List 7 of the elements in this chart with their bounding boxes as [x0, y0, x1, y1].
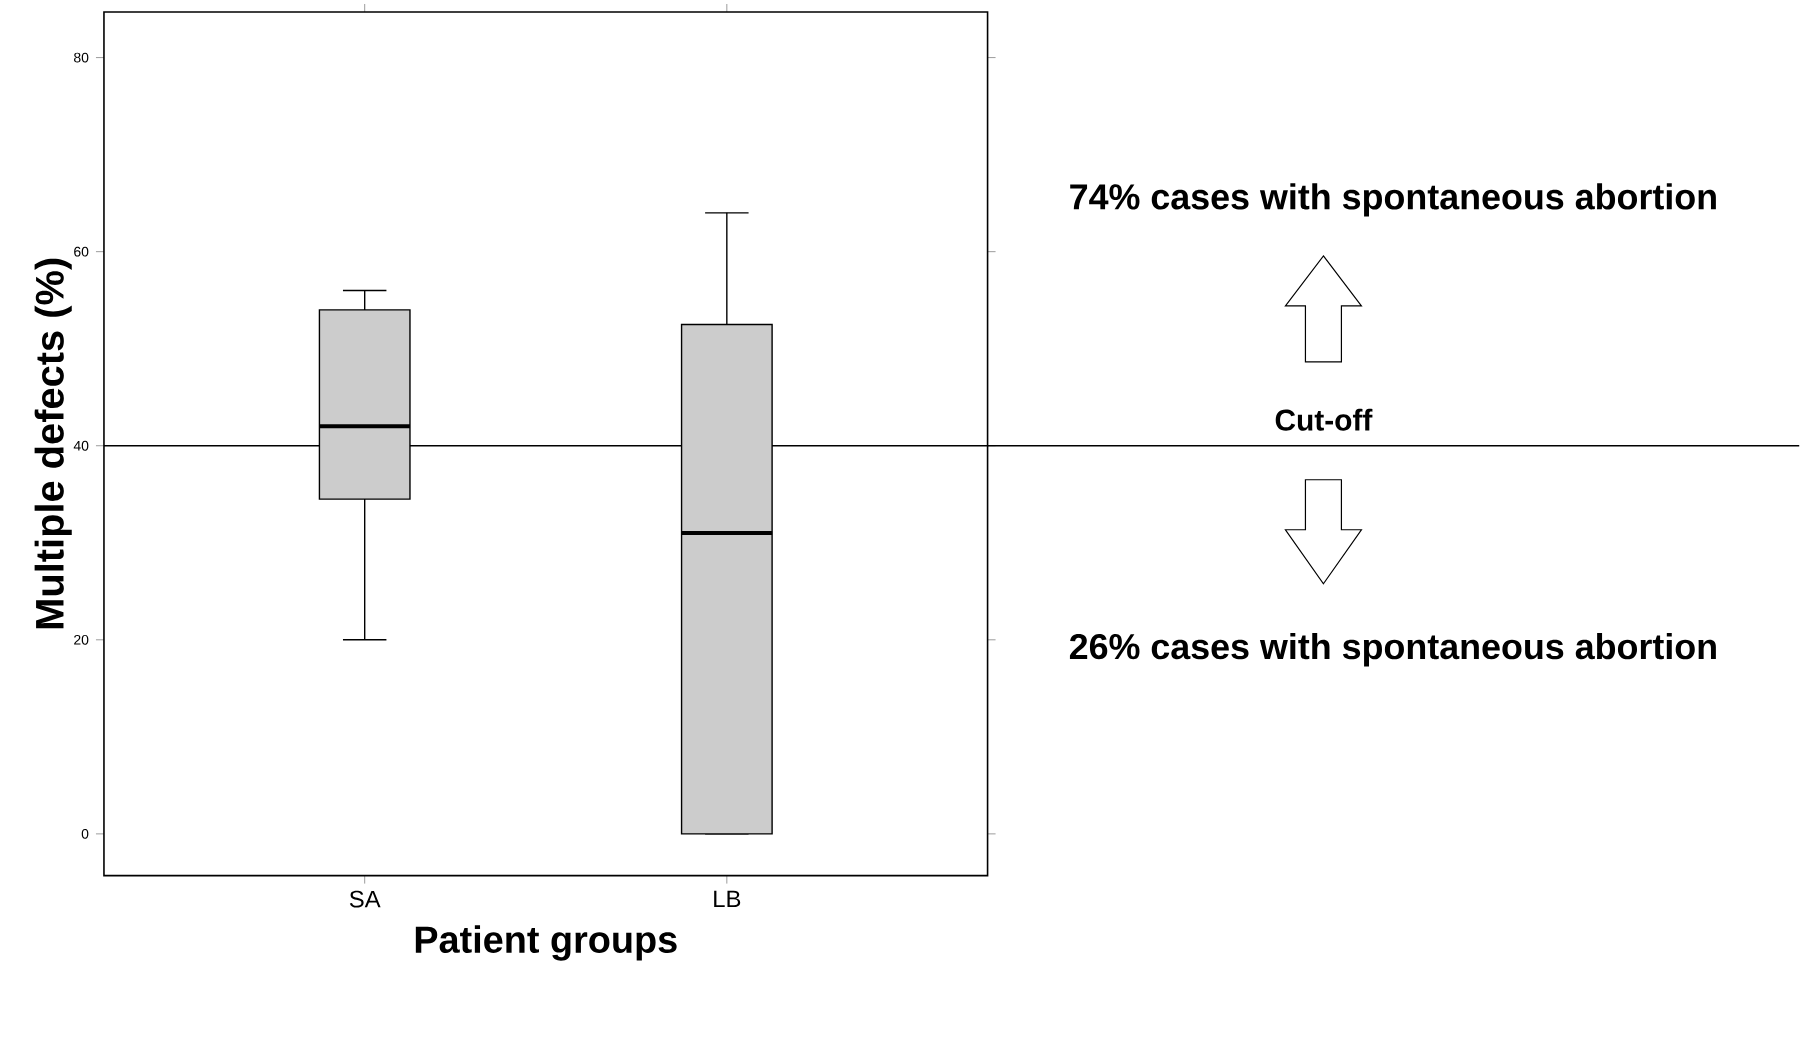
x-axis-title: Patient groups: [415, 925, 677, 961]
ref-line-label: Cut-off: [1275, 408, 1373, 431]
text: 26% cases with spontaneous abortion: [1069, 633, 1716, 667]
x-tick-label: LB: [714, 890, 741, 908]
text: 74% cases with spontaneous abortion: [1070, 183, 1716, 217]
y-axis-title: Multiple defects (%): [34, 259, 72, 629]
x-tick-label: SA: [349, 890, 381, 908]
